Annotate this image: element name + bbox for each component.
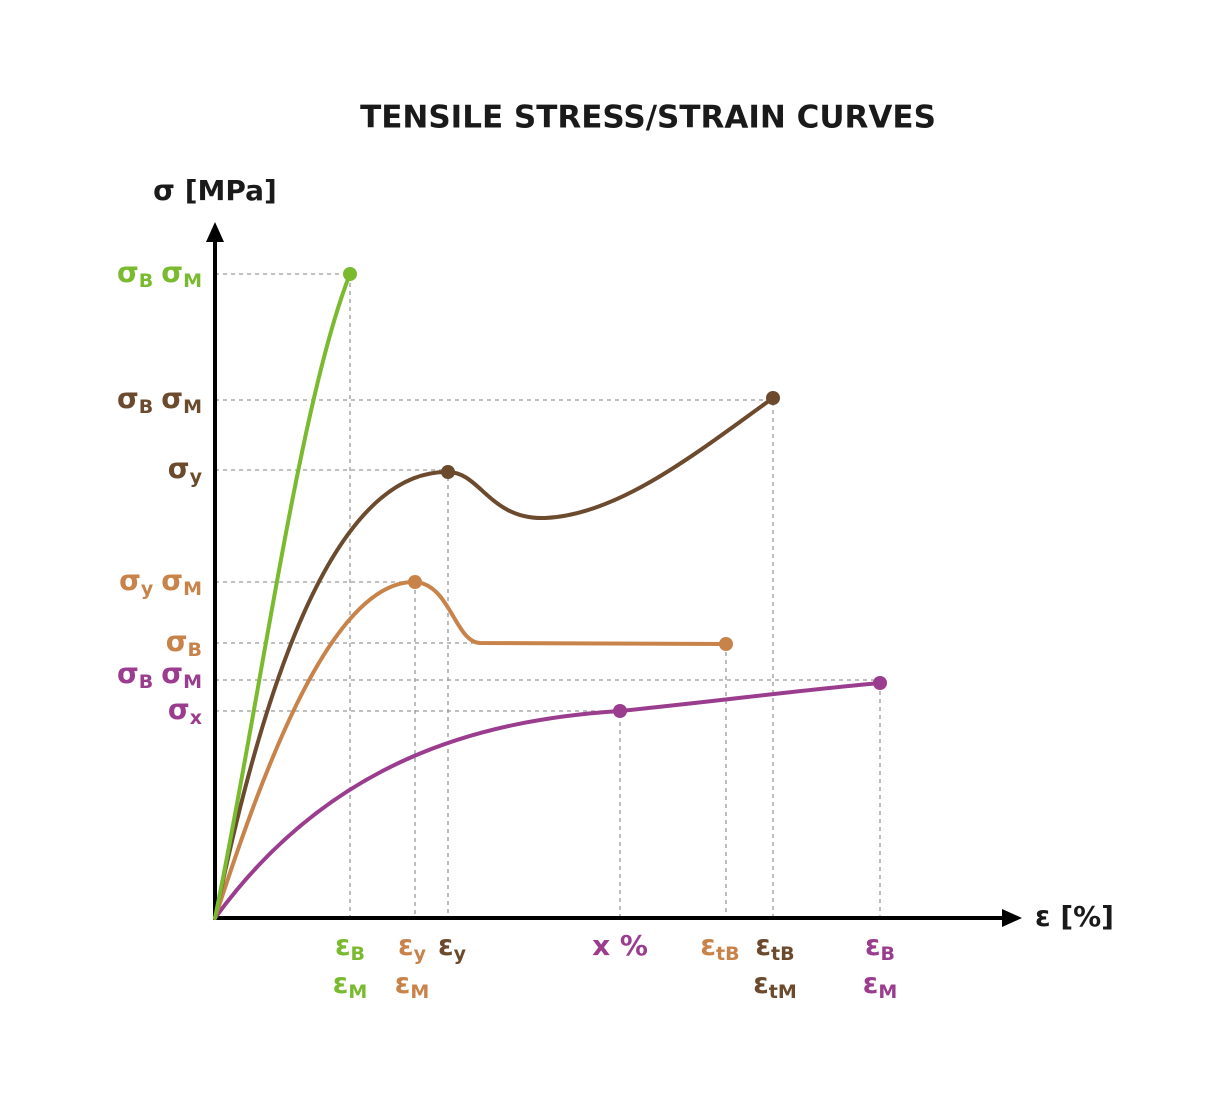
curve-green [213, 272, 352, 920]
curve-orange [213, 579, 728, 920]
x-label: εB​ [865, 929, 895, 965]
subscript: B [351, 943, 365, 965]
symbol: ε [395, 967, 411, 1000]
subscript: tM [769, 981, 797, 1003]
subscript: B [139, 671, 153, 693]
symbol: σ [117, 256, 139, 289]
guides [215, 273, 881, 918]
symbol: σ [161, 256, 183, 289]
symbol: x % [592, 929, 648, 962]
subscript: M [183, 270, 202, 292]
subscript: M [410, 981, 429, 1003]
symbol: ε [755, 929, 771, 962]
symbol: σ [168, 693, 190, 726]
subscript: M [878, 981, 897, 1003]
y-arrow [206, 222, 224, 242]
subscript: M [183, 671, 202, 693]
subscript: tB [716, 943, 740, 965]
symbol: ε [865, 929, 881, 962]
title: TENSILE STRESS/STRAIN CURVES [360, 100, 936, 136]
y-label: σx​ [168, 693, 202, 729]
point [343, 267, 357, 281]
subscript: tB [771, 943, 795, 965]
symbol: σ [117, 382, 139, 415]
x-label: εy​ [438, 929, 467, 965]
subscript: M [348, 981, 367, 1003]
subscript: y [141, 578, 154, 600]
subscript: y [190, 466, 203, 488]
x-label: εM​ [863, 967, 898, 1003]
x-label: εM​ [333, 967, 368, 1003]
symbol: σ [166, 625, 188, 658]
axes [206, 222, 1022, 927]
x-axis-label: ε [%] [1035, 900, 1114, 933]
x-arrow [1002, 909, 1022, 927]
x-label: εB​ [335, 929, 365, 965]
symbol: ε [438, 929, 454, 962]
subscript: x [190, 707, 202, 729]
subscript: M [183, 396, 202, 418]
symbol: ε [863, 967, 879, 1000]
x-label: εtB​ [700, 929, 739, 965]
subscript: y [454, 943, 467, 965]
y-label: σB​σM​ [117, 256, 202, 292]
y-label: σB​ [166, 625, 202, 661]
x-label: x % [592, 929, 648, 962]
y-label: σy​ [168, 452, 203, 488]
point [441, 465, 455, 479]
symbol: σ [161, 657, 183, 690]
x-label: εy​ [398, 929, 427, 965]
symbol: σ [161, 382, 183, 415]
symbol: ε [335, 929, 351, 962]
guide-lines [215, 273, 881, 918]
subscript: B [139, 396, 153, 418]
subscript: B [881, 943, 895, 965]
symbol: ε [700, 929, 716, 962]
point [719, 637, 733, 651]
y-label: σB​σM​ [117, 382, 202, 418]
symbol: σ [168, 452, 190, 485]
x-label: εtM​ [753, 967, 797, 1003]
x-label: εtB​ [755, 929, 794, 965]
curves [213, 267, 887, 920]
subscript: y [414, 943, 427, 965]
x-label: εM​ [395, 967, 430, 1003]
subscript: B [139, 270, 153, 292]
subscript: B [188, 639, 202, 661]
point [766, 391, 780, 405]
symbol: σ [161, 564, 183, 597]
curve-purple [213, 681, 882, 920]
point [613, 704, 627, 718]
symbol: σ [119, 564, 141, 597]
subscript: M [183, 578, 202, 600]
symbol: ε [753, 967, 769, 1000]
y-label: σB​σM​ [117, 657, 202, 693]
point [408, 575, 422, 589]
symbol: ε [398, 929, 414, 962]
curve-brown [213, 396, 775, 920]
symbol: ε [333, 967, 349, 1000]
y-axis-label: σ [MPa] [153, 174, 277, 207]
point [873, 676, 887, 690]
y-label: σy​σM​ [119, 564, 202, 600]
symbol: σ [117, 657, 139, 690]
